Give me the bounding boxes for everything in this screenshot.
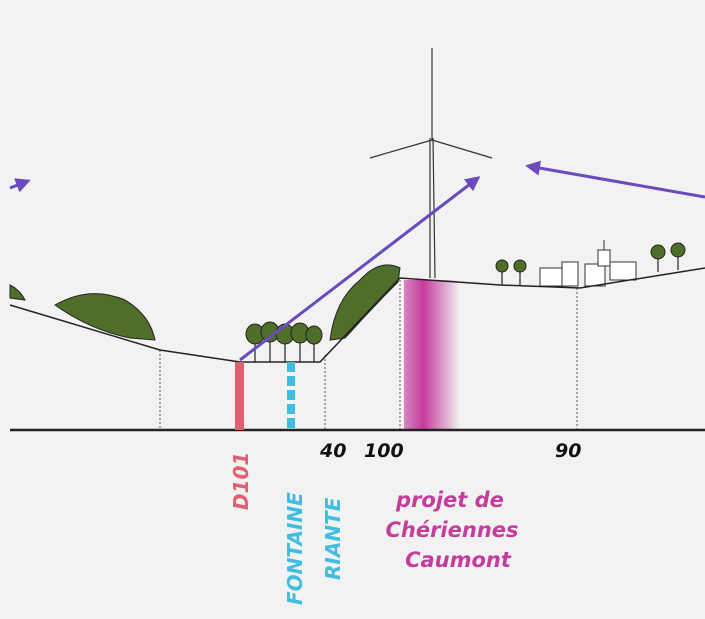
project-label: Caumont [405,548,512,572]
distance-label: 90 [555,440,581,462]
stream-label: FONTAINE [283,492,307,605]
project-label: Chériennes [385,518,518,542]
road-label: D101 [229,452,253,510]
project-label: projet de [395,488,504,512]
road-marker [235,362,244,430]
cross-section: 40 100 90 D101 FONTAINE RIANTE projet de… [0,0,705,619]
project-zone [404,280,460,430]
distance-label: 40 [319,440,346,462]
stream-label: RIANTE [321,497,345,580]
distance-label: 100 [364,440,404,462]
